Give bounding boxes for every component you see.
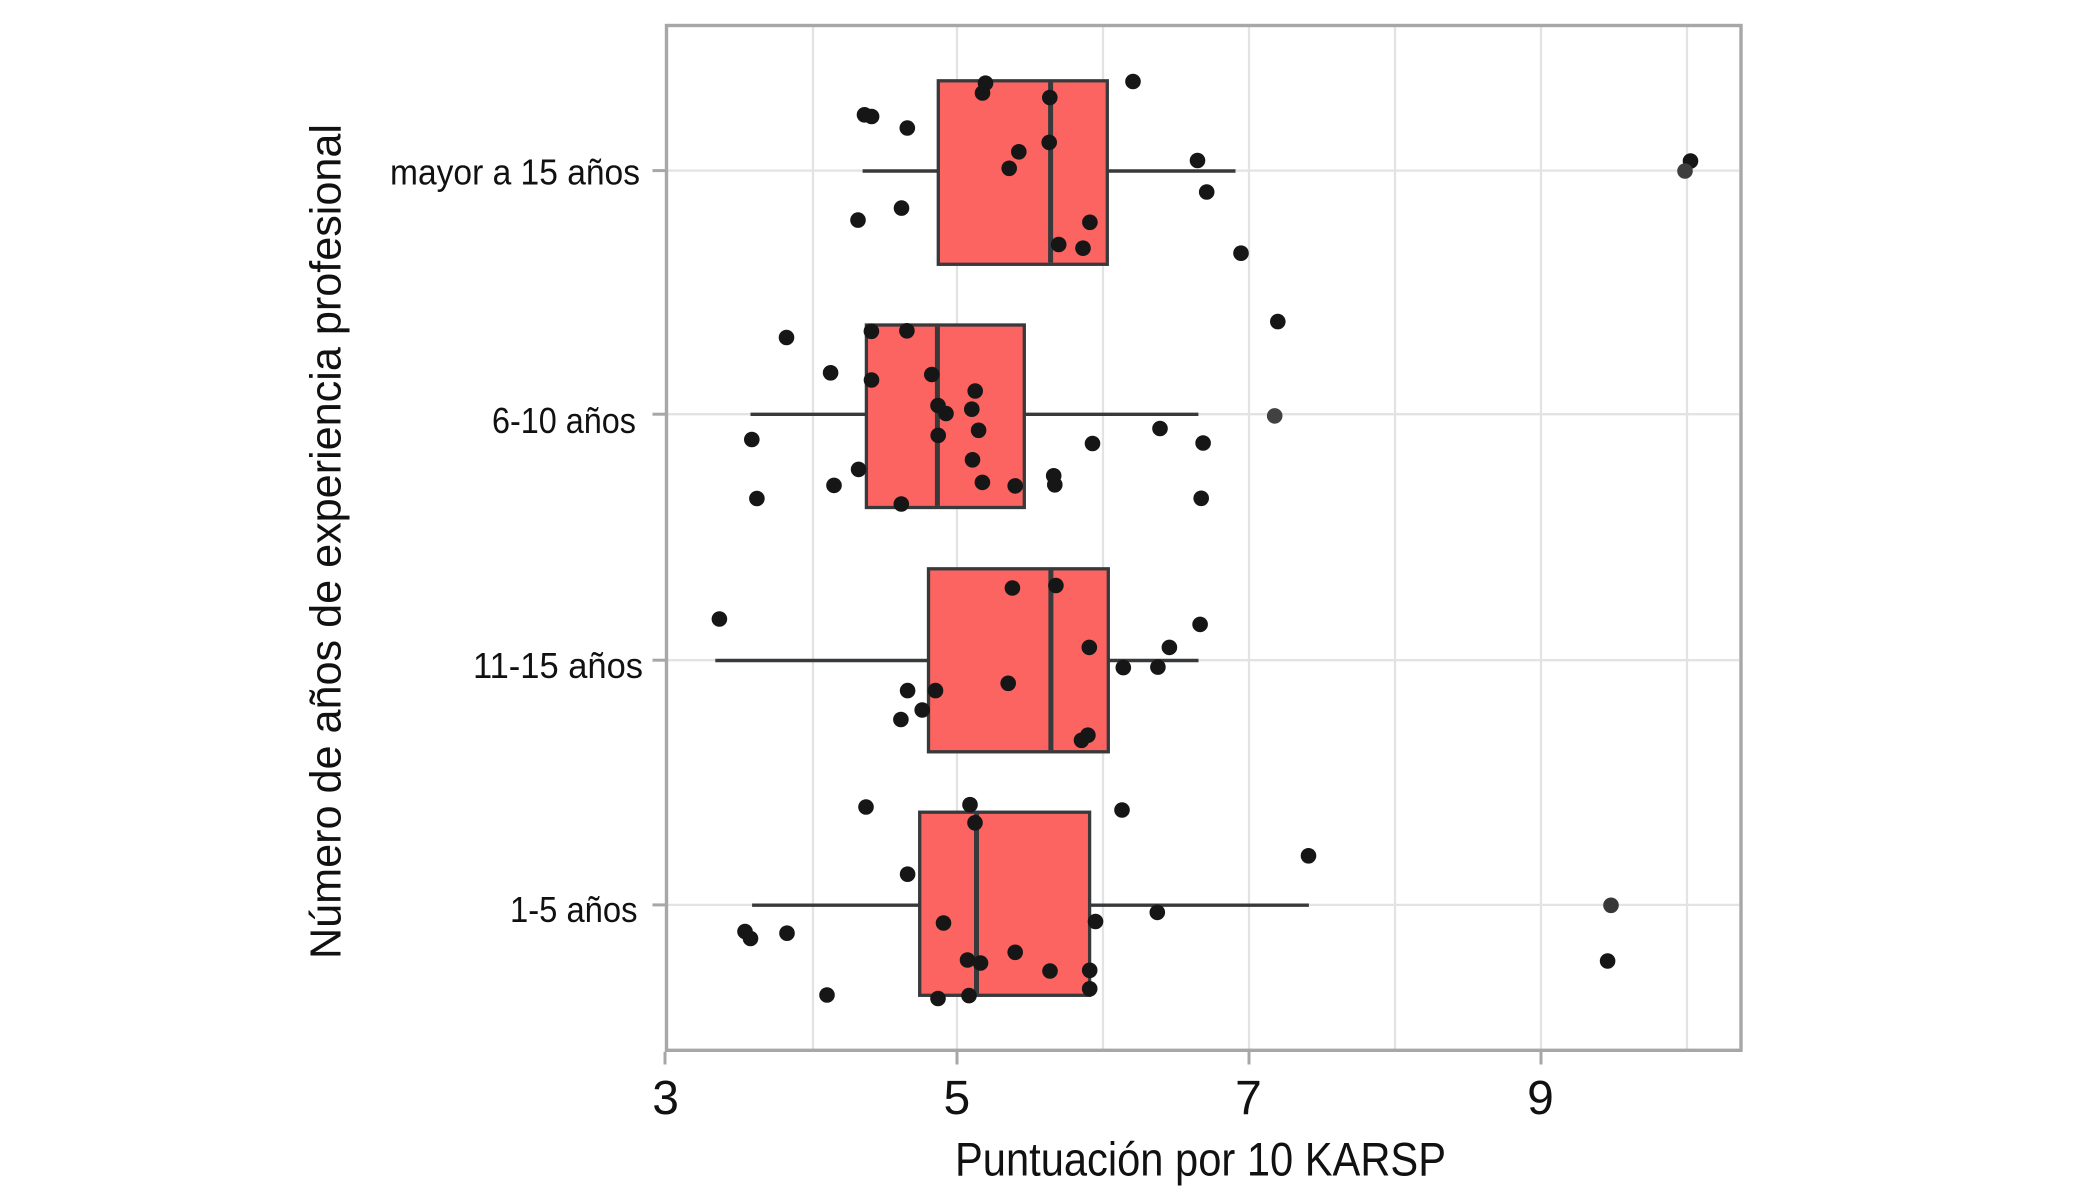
svg-text:3: 3 (652, 1072, 679, 1125)
svg-text:9: 9 (1527, 1072, 1554, 1125)
svg-text:1-5 años: 1-5 años (510, 889, 638, 930)
svg-text:mayor a 15 años: mayor a 15 años (390, 151, 640, 192)
svg-text:5: 5 (943, 1072, 970, 1125)
svg-text:11-15 años: 11-15 años (473, 645, 643, 686)
svg-text:7: 7 (1235, 1072, 1262, 1125)
svg-text:Puntuación por 10 KARSP: Puntuación por 10 KARSP (955, 1134, 1446, 1187)
svg-text:Número de años de experiencia: Número de años de experiencia profesiona… (302, 124, 351, 959)
svg-text:6-10 años: 6-10 años (492, 400, 636, 441)
